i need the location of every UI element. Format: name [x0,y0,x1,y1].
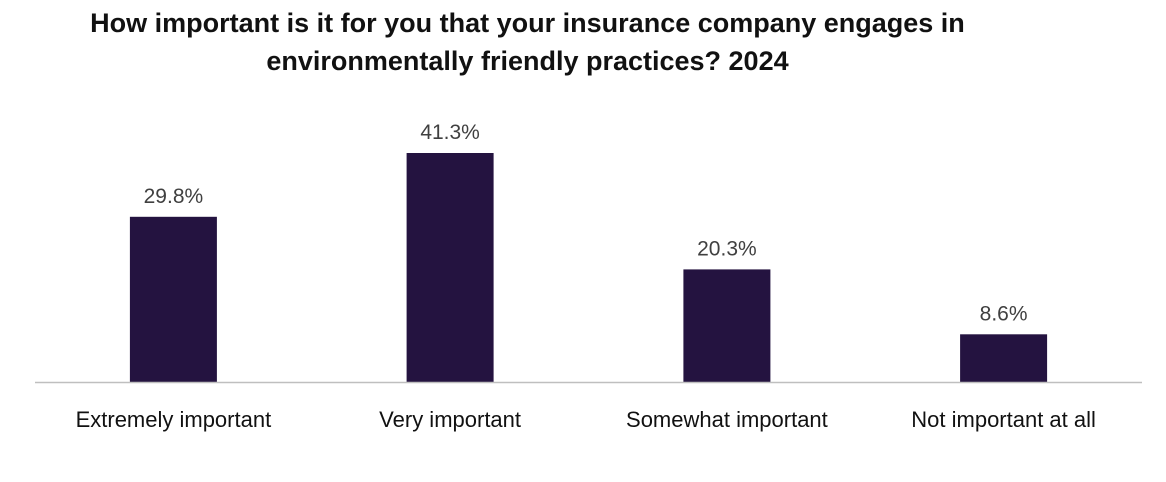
bar-2 [406,153,494,382]
value-label-4: 8.6% [980,302,1028,325]
bar-4 [960,334,1048,382]
bar-3 [683,269,771,382]
value-label-2: 41.3% [420,121,480,144]
bars-group [129,153,1048,382]
category-labels-group: Extremely important Very important Somewha… [76,407,1096,432]
category-label-2: Very important [379,407,521,432]
bar-1 [129,216,217,382]
value-label-1: 29.8% [144,185,204,208]
category-label-4: Not important at all [911,407,1096,432]
category-label-3: Somewhat important [626,407,828,432]
value-labels-group: 29.8% 41.3% 20.3% 8.6% [144,121,1028,325]
value-label-3: 20.3% [697,237,757,260]
chart-title: How important is it for you that your in… [90,8,965,76]
category-label-1: Extremely important [76,407,272,432]
